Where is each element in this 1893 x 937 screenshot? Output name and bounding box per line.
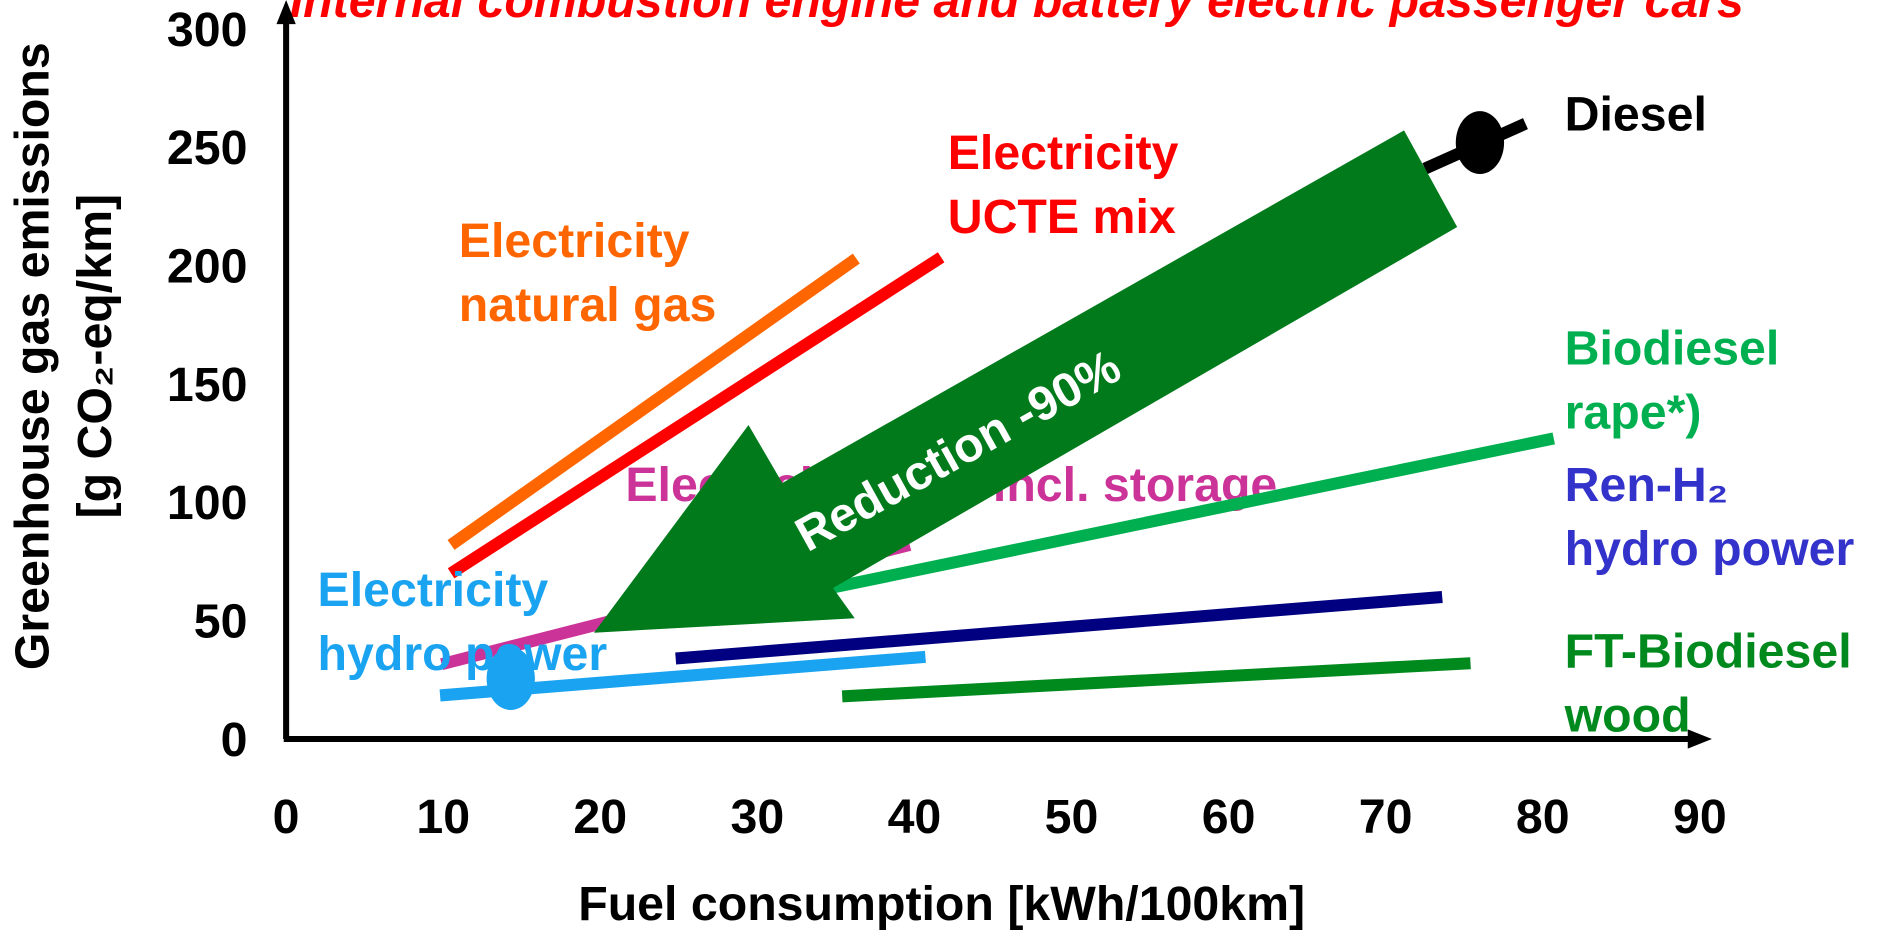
series-point <box>1455 111 1505 174</box>
y-axis-title-line: [g CO₂-eq/km] <box>68 194 122 519</box>
series-label: Electricity <box>948 126 1179 180</box>
x-tick-label: 80 <box>1516 790 1570 844</box>
x-axis-arrow <box>1687 729 1712 749</box>
series-point <box>486 647 535 711</box>
y-tick-label: 200 <box>167 240 248 294</box>
x-tick-label: 90 <box>1673 790 1727 844</box>
x-tick-label: 40 <box>888 790 942 844</box>
series-line <box>447 253 860 550</box>
y-axis-title-line: Greenhouse gas emissions <box>5 42 59 670</box>
series-label: Electricity <box>459 214 690 268</box>
series-label: Ren-H₂ <box>1565 458 1729 512</box>
axes <box>276 0 1712 749</box>
x-axis-title: Fuel consumption [kWh/100km] <box>578 877 1305 931</box>
series-label: UCTE mix <box>948 190 1176 244</box>
annotation: Reduction -90% <box>787 339 1130 562</box>
series-line <box>447 252 945 579</box>
y-axis-title: Greenhouse gas emissions [g CO₂-eq/km] <box>5 42 122 670</box>
series-label: Biodiesel <box>1565 322 1780 376</box>
series-label: hydro power <box>318 627 608 681</box>
series-label: Diesel <box>1565 87 1707 141</box>
series-label: rape*) <box>1565 386 1702 440</box>
y-tick-label: 250 <box>167 121 248 175</box>
series-label: Electricity <box>318 563 549 617</box>
y-tick-label: 150 <box>167 358 248 412</box>
series-label: natural gas <box>459 278 717 332</box>
y-tick-label: 50 <box>194 595 248 649</box>
series-line <box>675 590 1443 665</box>
x-tick-label: 60 <box>1202 790 1256 844</box>
series-label: hydro power <box>1565 522 1855 576</box>
y-tick-label: 100 <box>167 476 248 530</box>
series-label: FT-Biodiesel <box>1565 625 1852 679</box>
x-tick-label: 70 <box>1359 790 1413 844</box>
series-line <box>841 657 1471 703</box>
x-tick-label: 30 <box>731 790 785 844</box>
y-tick-label: 0 <box>221 713 248 767</box>
x-tick-label: 20 <box>573 790 627 844</box>
x-tick-label: 10 <box>416 790 470 844</box>
y-tick-label: 300 <box>167 3 248 57</box>
x-tick-label: 0 <box>273 790 300 844</box>
reduction-arrow <box>593 130 1458 633</box>
series-line <box>831 432 1555 594</box>
series-label: wood <box>1564 689 1691 743</box>
x-tick-label: 50 <box>1045 790 1099 844</box>
y-axis-arrow <box>276 0 296 25</box>
chart-title: Internal combustion engine and battery e… <box>290 0 1744 28</box>
